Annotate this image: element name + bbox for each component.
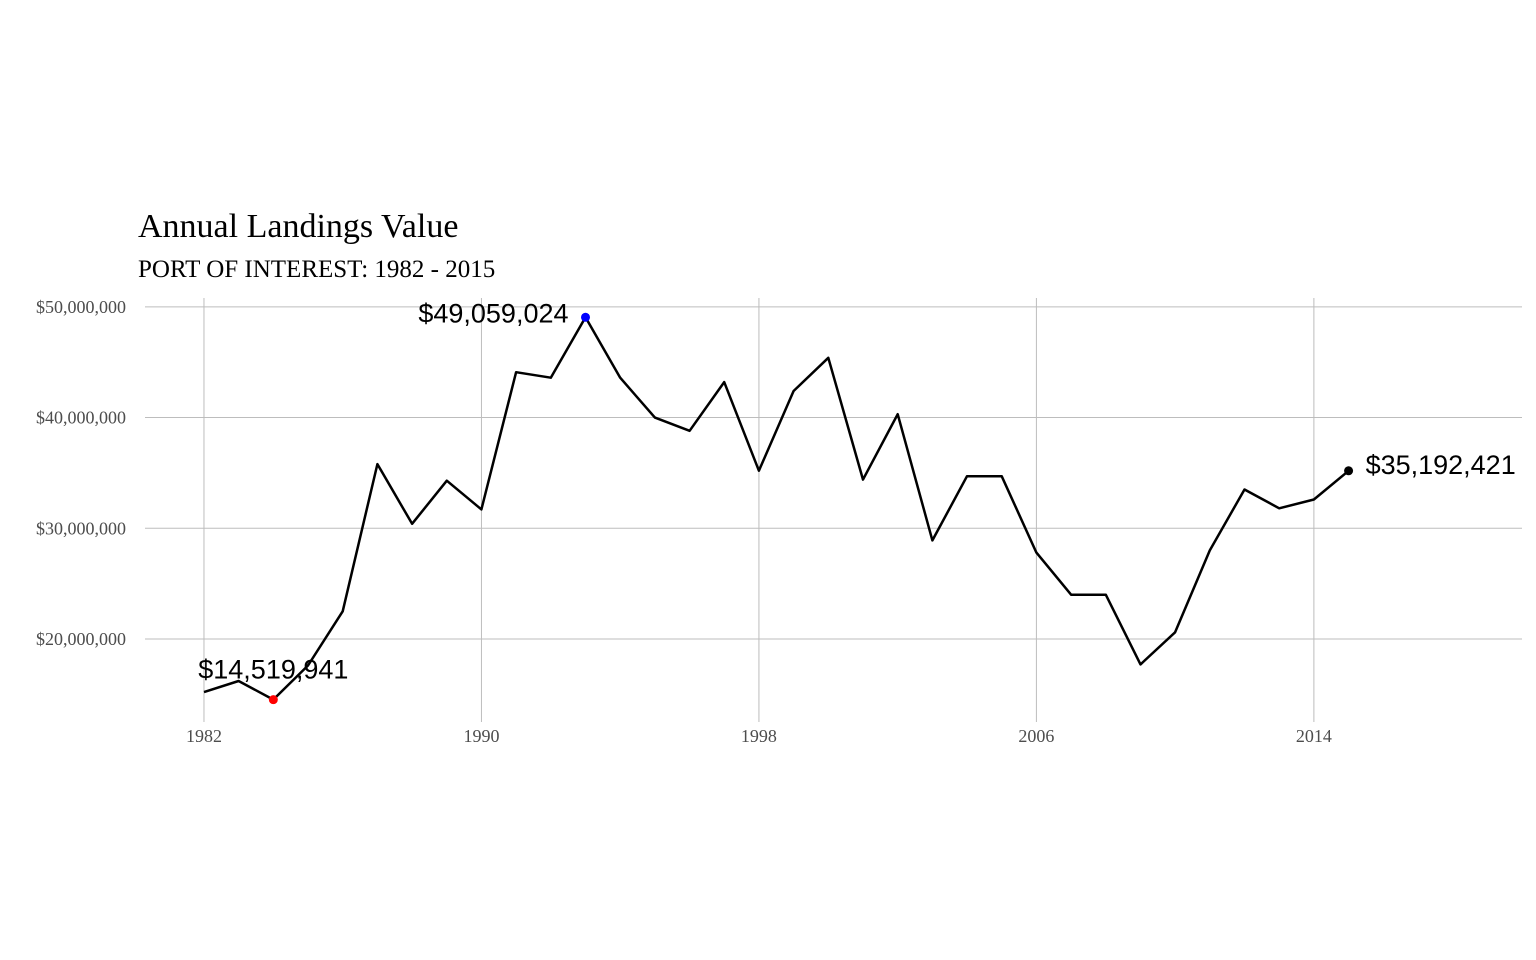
x-axis-ticks: 1982 1990 1998 2006 2014 bbox=[186, 726, 1332, 746]
y-tick-label: $20,000,000 bbox=[36, 629, 126, 649]
y-tick-label: $30,000,000 bbox=[36, 518, 126, 538]
x-tick-label: 1990 bbox=[463, 726, 499, 746]
chart-subtitle: PORT OF INTEREST: 1982 - 2015 bbox=[138, 256, 495, 283]
data-label: $14,519,941 bbox=[198, 655, 348, 685]
y-axis-ticks: $20,000,000 $30,000,000 $40,000,000 $50,000… bbox=[36, 297, 126, 649]
x-tick-label: 2014 bbox=[1296, 726, 1332, 746]
chart-title: Annual Landings Value bbox=[138, 208, 458, 245]
series-line bbox=[203, 316, 1350, 701]
highlight-point bbox=[1344, 466, 1354, 476]
data-label: $49,059,024 bbox=[418, 298, 568, 328]
highlight-points: $14,519,941 $49,059,024 $35,192,421 bbox=[198, 298, 1516, 705]
data-label: $35,192,421 bbox=[1366, 450, 1516, 480]
highlight-point bbox=[581, 312, 591, 322]
highlight-point bbox=[268, 695, 278, 705]
x-tick-label: 1982 bbox=[186, 726, 222, 746]
x-tick-label: 1998 bbox=[741, 726, 777, 746]
x-tick-label: 2006 bbox=[1018, 726, 1054, 746]
y-tick-label: $40,000,000 bbox=[36, 408, 126, 428]
grid-lines bbox=[145, 298, 1522, 722]
y-tick-label: $50,000,000 bbox=[36, 297, 126, 317]
